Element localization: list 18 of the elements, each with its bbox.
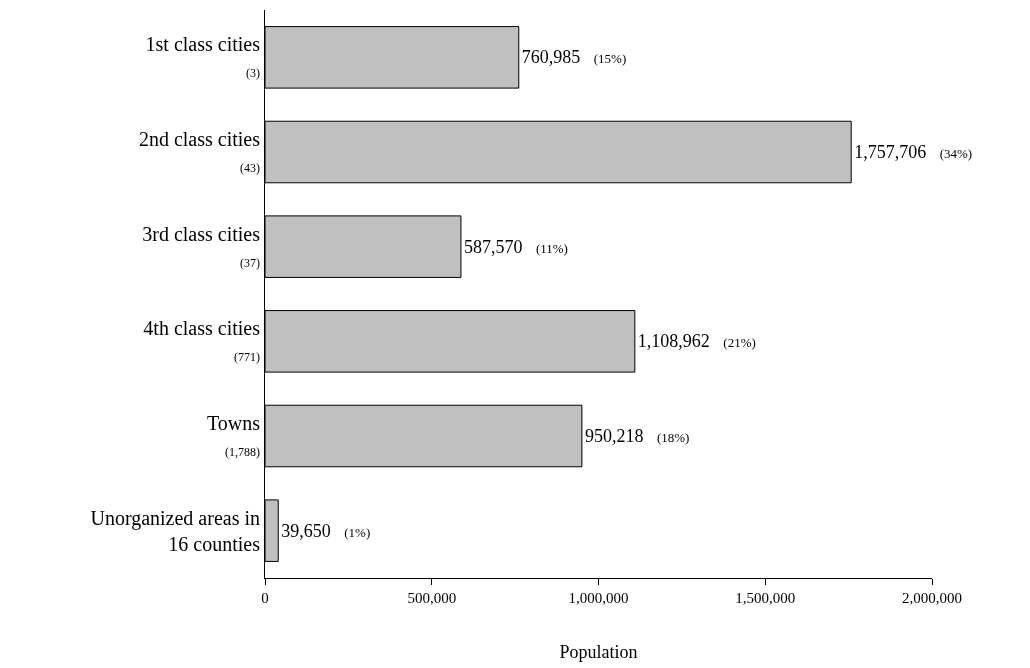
data-label: 950,218 (18%) <box>584 426 690 446</box>
data-label: 760,985 (15%) <box>521 47 627 68</box>
y-tick-label: Unorganized areas in 16 counties <box>90 506 261 555</box>
y-tick-label: 4th class cities (771) <box>143 317 261 365</box>
data-label: 1,757,706 (34%) <box>854 142 973 162</box>
data-label: 1,108,962 (21%) <box>637 331 756 352</box>
y-tick-label: Towns (1,788) <box>206 412 261 459</box>
y-tick-label: 1st class cities (3) <box>145 33 261 81</box>
x-tick-label: 1,500,000 <box>735 590 796 606</box>
data-label: 39,650 (1%) <box>281 520 371 541</box>
y-tick-label: 3rd class cities (37) <box>142 222 261 270</box>
x-tick-label: 0 <box>261 590 269 606</box>
x-tick-label: 500,000 <box>407 590 457 606</box>
x-tick-label: 1,000,000 <box>568 590 629 606</box>
x-axis-title: Population <box>559 642 638 663</box>
data-label: 587,570 (11%) <box>463 236 568 257</box>
x-tick-label: 2,000,000 <box>902 590 962 606</box>
y-tick-label: 2nd class cities (43) <box>138 128 261 175</box>
